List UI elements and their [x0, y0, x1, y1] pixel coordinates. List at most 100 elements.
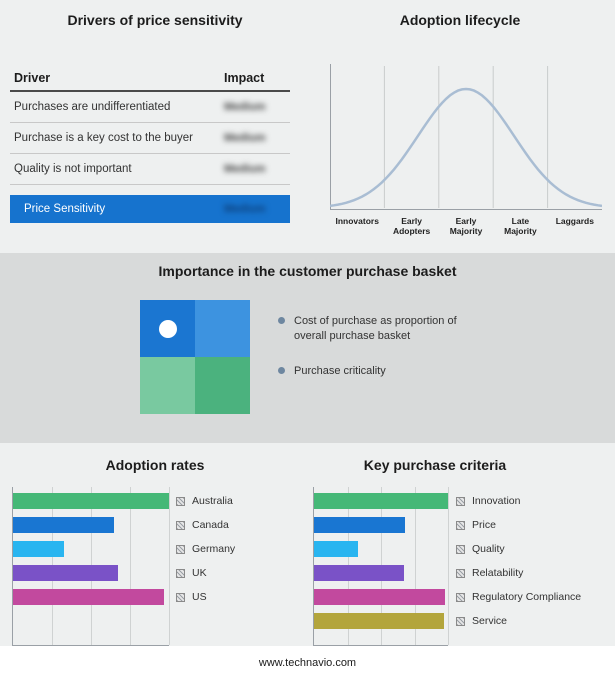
bar-uk [13, 565, 118, 581]
price-sensitivity-row: Price Sensitivity Medium [10, 195, 290, 223]
legend-marker [456, 568, 465, 578]
lifecycle-curve-chart [330, 64, 602, 210]
legend-label: US [192, 591, 207, 603]
legend-marker [456, 592, 465, 602]
position-dot [158, 319, 177, 338]
bullet-text: Purchase criticality [294, 364, 386, 377]
legend-item: Germany [176, 537, 298, 561]
gridline [448, 487, 449, 645]
adoption-rates-title: Adoption rates [105, 457, 205, 473]
basket-quadrant [140, 300, 250, 414]
impact-cell: Medium [224, 132, 266, 144]
footer: www.technavio.com [0, 646, 615, 680]
bar-service [314, 613, 444, 629]
bar-germany [13, 541, 65, 557]
legend-item: UK [176, 561, 298, 585]
driver-column-header: Driver [14, 71, 51, 85]
legend-marker [456, 520, 465, 530]
driver-cell: Purchases are undifferentiated [14, 101, 171, 113]
legend-marker [176, 592, 185, 602]
legend-marker [176, 568, 185, 578]
legend-marker [176, 520, 185, 530]
legend-item: Relatability [456, 561, 612, 585]
impact-cell: Medium [224, 163, 266, 175]
legend-label: Quality [472, 543, 505, 555]
impact-cell: Medium [224, 101, 266, 113]
legend-marker [456, 544, 465, 554]
drivers-table-header: Driver Impact [10, 66, 290, 92]
stage-label: Early Majority [449, 216, 483, 237]
stage-label: Laggards [555, 216, 594, 226]
key-purchase-criteria-plot [313, 487, 449, 646]
driver-cell: Purchase is a key cost to the buyer [14, 132, 193, 144]
legend-item: Australia [176, 489, 298, 513]
legend-item: Price [456, 513, 612, 537]
bar-innovation [314, 493, 448, 509]
legend-marker [176, 544, 185, 554]
bar-quality [314, 541, 359, 557]
quadrant-top-right [195, 300, 250, 357]
drivers-title: Drivers of price sensitivity [67, 12, 243, 28]
key-purchase-criteria-title: Key purchase criteria [363, 457, 507, 473]
bell-curve [330, 87, 602, 208]
drivers-rows: Purchases are undifferentiated Medium Purc… [10, 92, 290, 185]
bar-australia [13, 493, 169, 509]
impact-column-header: Impact [224, 71, 265, 85]
stage-label: Early Adopters [392, 216, 431, 237]
adoption-rates-plot [12, 487, 170, 646]
driver-row: Purchase is a key cost to the buyer Mediu… [10, 123, 290, 154]
basket-bullets: Cost of purchase as proportion of overal… [278, 314, 478, 399]
key-purchase-criteria-legend: Innovation Price Quality Relatability Regula… [456, 489, 612, 633]
legend-label: Price [472, 519, 496, 531]
gridline [169, 487, 170, 645]
legend-label: Relatability [472, 567, 524, 579]
legend-label: UK [192, 567, 207, 579]
legend-item: US [176, 585, 298, 609]
bar-us [13, 589, 165, 605]
quadrant-top-left [140, 300, 195, 357]
legend-item: Service [456, 609, 612, 633]
lifecycle-title: Adoption lifecycle [399, 12, 521, 28]
legend-marker [456, 616, 465, 626]
adoption-rates-legend: Australia Canada Germany UK US [176, 489, 298, 609]
bar-relatability [314, 565, 404, 581]
bullet-dot [278, 366, 285, 374]
drivers-table: Driver Impact Purchases are undifferenti… [10, 66, 290, 223]
legend-marker [176, 496, 185, 506]
basket-title: Importance in the customer purchase bask… [158, 263, 457, 279]
legend-item: Quality [456, 537, 612, 561]
legend-label: Canada [192, 519, 229, 531]
stage-label: Innovators [335, 216, 379, 226]
legend-label: Australia [192, 495, 233, 507]
legend-item: Innovation [456, 489, 612, 513]
basket-panel: Importance in the customer purchase bask… [0, 253, 615, 443]
gridline [130, 487, 131, 645]
driver-cell: Quality is not important [14, 163, 132, 175]
bar-price [314, 517, 406, 533]
lifecycle-stage-labels: Innovators Early Adopters Early Majority La… [330, 216, 602, 236]
legend-label: Regulatory Compliance [472, 591, 582, 603]
stage-dividers [383, 66, 549, 208]
bullet-dot [278, 317, 285, 324]
legend-marker [456, 496, 465, 506]
bar-canada [13, 517, 115, 533]
price-sensitivity-impact: Medium [224, 203, 266, 215]
bullet-item: Cost of purchase as proportion of overal… [278, 314, 478, 344]
legend-label: Germany [192, 543, 236, 555]
bullet-item: Purchase criticality [278, 364, 478, 379]
website-text: www.technavio.com [258, 657, 357, 669]
legend-label: Innovation [472, 495, 521, 507]
driver-row: Purchases are undifferentiated Medium [10, 92, 290, 123]
stage-label: Late Majority [504, 216, 537, 237]
price-sensitivity-label: Price Sensitivity [24, 203, 106, 215]
bullet-text: Cost of purchase as proportion of overal… [294, 315, 457, 342]
driver-row: Quality is not important Medium [10, 154, 290, 185]
gridline [414, 487, 416, 645]
legend-item: Canada [176, 513, 298, 537]
legend-item: Regulatory Compliance [456, 585, 612, 609]
quadrant-bottom-left [140, 357, 195, 414]
bar-regulatory-compliance [314, 589, 446, 605]
legend-label: Service [472, 615, 508, 627]
quadrant-bottom-right [195, 357, 250, 414]
